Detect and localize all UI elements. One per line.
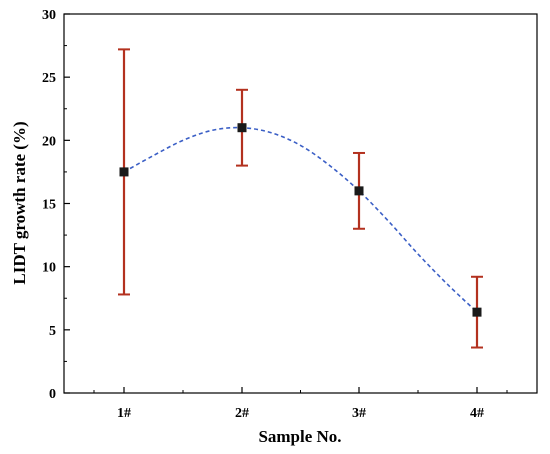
y-tick-label: 10 [42, 261, 56, 276]
y-tick-label: 15 [42, 198, 56, 213]
y-axis-title: LIDT growth rate (%) [10, 121, 29, 284]
data-points-layer [119, 123, 482, 317]
y-tick-label: 25 [42, 71, 56, 86]
data-point-marker [472, 307, 482, 317]
x-axis-title: Sample No. [258, 427, 341, 446]
data-point-marker [237, 123, 247, 133]
fit-curve-line [123, 126, 478, 313]
x-axis-ticks: 1# 2# 3# 4# [93, 387, 508, 421]
plot-area-frame [63, 13, 538, 394]
x-tick-label: 4# [470, 406, 484, 421]
error-bars-layer [118, 48, 483, 349]
y-tick-label: 20 [42, 134, 56, 149]
y-tick-label: 5 [49, 324, 56, 339]
y-tick-label: 0 [49, 387, 56, 402]
data-point-marker [119, 167, 129, 177]
x-tick-label: 2# [235, 406, 249, 421]
x-tick-label: 3# [352, 406, 366, 421]
y-axis-ticks: 0 5 10 15 20 25 30 [42, 8, 70, 402]
data-point-marker [354, 186, 364, 196]
fit-curve-layer [123, 126, 478, 313]
x-tick-label: 1# [117, 406, 131, 421]
y-tick-label: 30 [42, 8, 56, 23]
